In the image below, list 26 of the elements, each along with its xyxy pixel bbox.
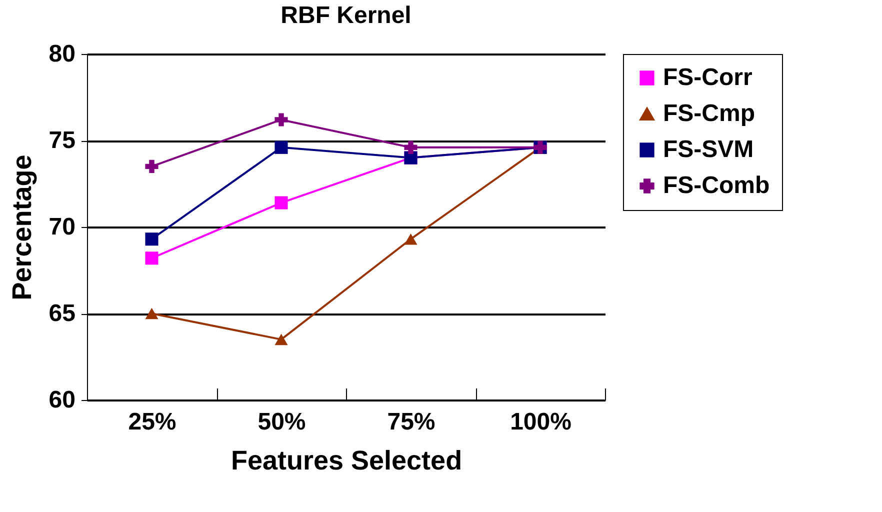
point bbox=[274, 196, 288, 210]
x-tick-label: 75% bbox=[387, 408, 436, 436]
point bbox=[145, 232, 158, 246]
point bbox=[274, 334, 288, 346]
legend-label: FS-Corr bbox=[663, 64, 752, 91]
legend-label: FS-Comb bbox=[663, 172, 770, 199]
y-tick-label: 80 bbox=[48, 40, 76, 68]
x-tick-label: 100% bbox=[510, 408, 572, 436]
x-axis-title: Features Selected bbox=[230, 446, 462, 476]
point bbox=[145, 160, 158, 173]
x-tick-label: 25% bbox=[128, 408, 176, 436]
point bbox=[145, 252, 158, 265]
y-tick-label: 70 bbox=[48, 214, 76, 240]
legend-label: FS-Cmp bbox=[663, 100, 755, 127]
point bbox=[404, 233, 418, 245]
x-tick-label: 50% bbox=[258, 408, 306, 436]
point bbox=[274, 140, 288, 154]
y-axis-title: Percentage bbox=[6, 154, 37, 300]
y-tick-label: 60 bbox=[48, 386, 76, 414]
point bbox=[404, 140, 418, 154]
y-tick-label: 65 bbox=[48, 300, 76, 327]
y-tick-label: 75 bbox=[48, 127, 76, 154]
legend-label: FS-SVM bbox=[663, 136, 754, 163]
point bbox=[274, 113, 288, 126]
chart-title: RBF Kernel bbox=[280, 2, 412, 29]
point bbox=[145, 308, 158, 320]
